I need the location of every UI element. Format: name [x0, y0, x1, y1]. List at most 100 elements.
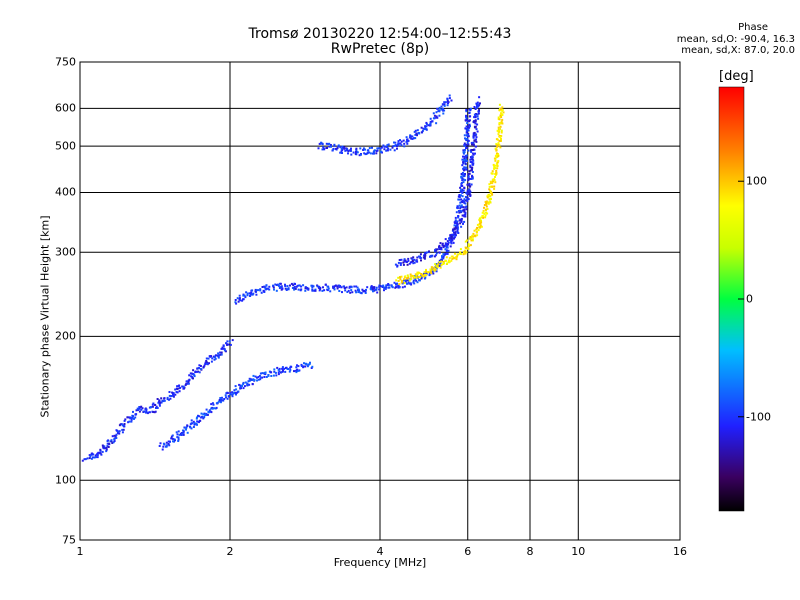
- data-point: [483, 204, 486, 206]
- data-point: [467, 139, 470, 142]
- data-point: [441, 103, 444, 106]
- data-point: [357, 291, 360, 293]
- data-point: [453, 228, 456, 231]
- data-point: [212, 403, 215, 406]
- data-point: [293, 287, 296, 290]
- data-point: [465, 147, 467, 150]
- data-point: [172, 392, 175, 395]
- data-point: [469, 236, 472, 238]
- data-point: [465, 130, 468, 133]
- data-point: [107, 446, 110, 448]
- data-point: [348, 286, 351, 289]
- data-point: [259, 372, 262, 375]
- data-point: [214, 357, 217, 360]
- data-point: [466, 146, 469, 149]
- data-point: [494, 154, 497, 157]
- data-point: [138, 407, 141, 410]
- data-point: [465, 110, 468, 113]
- data-point: [499, 140, 502, 142]
- data-point: [372, 290, 374, 293]
- data-point: [347, 150, 350, 153]
- data-point: [459, 207, 462, 210]
- data-point: [306, 287, 309, 290]
- data-point: [461, 164, 464, 167]
- data-point: [464, 173, 466, 175]
- data-point: [393, 281, 396, 284]
- data-point: [397, 144, 400, 147]
- data-point: [275, 374, 278, 377]
- data-point: [481, 211, 484, 214]
- data-point: [370, 288, 373, 291]
- data-point: [311, 289, 314, 292]
- data-point: [472, 232, 475, 235]
- data-point: [137, 409, 140, 411]
- data-point: [370, 285, 373, 288]
- data-point: [469, 107, 472, 110]
- data-point: [241, 385, 243, 387]
- data-point: [306, 365, 309, 368]
- data-point: [425, 270, 427, 273]
- data-point: [442, 253, 445, 256]
- data-point: [88, 454, 91, 457]
- data-point: [223, 348, 226, 351]
- data-point: [436, 266, 439, 269]
- data-point: [469, 156, 472, 159]
- data-point: [323, 148, 326, 151]
- data-point: [443, 262, 445, 265]
- data-point: [494, 159, 497, 162]
- data-point: [479, 220, 481, 223]
- data-point: [355, 151, 357, 153]
- data-point: [468, 172, 471, 175]
- data-point: [284, 287, 287, 290]
- data-point: [434, 250, 436, 253]
- data-point: [456, 229, 459, 232]
- data-point: [467, 179, 470, 182]
- data-point: [158, 404, 161, 407]
- data-point: [466, 122, 469, 125]
- data-point: [174, 393, 177, 396]
- data-point: [465, 116, 468, 119]
- data-point: [170, 395, 173, 397]
- data-point: [154, 410, 157, 413]
- data-point: [210, 360, 213, 363]
- data-point: [469, 185, 472, 188]
- data-point: [134, 416, 137, 419]
- data-point: [493, 187, 496, 190]
- data-point: [210, 411, 213, 414]
- data-point: [425, 128, 428, 131]
- data-point: [290, 282, 293, 285]
- data-point: [302, 366, 305, 369]
- data-point: [486, 208, 489, 210]
- data-point: [475, 145, 477, 148]
- data-point: [265, 376, 268, 378]
- data-point: [442, 112, 445, 115]
- data-point: [156, 407, 159, 409]
- data-point: [235, 302, 238, 305]
- data-point: [452, 228, 455, 231]
- data-point: [457, 216, 460, 219]
- data-point: [421, 129, 424, 132]
- data-point: [179, 386, 182, 389]
- data-point: [347, 289, 350, 292]
- data-point: [168, 440, 171, 443]
- data-point: [462, 161, 465, 164]
- data-point: [454, 216, 457, 219]
- data-point: [364, 153, 367, 156]
- data-point: [126, 416, 129, 419]
- data-point: [161, 399, 164, 402]
- data-point: [404, 275, 407, 278]
- data-point: [123, 425, 126, 428]
- data-point: [316, 285, 319, 288]
- data-point: [453, 257, 456, 260]
- data-point: [423, 271, 426, 274]
- data-point: [414, 273, 417, 276]
- data-point: [430, 266, 433, 269]
- data-point: [436, 107, 439, 110]
- data-point: [476, 101, 479, 104]
- data-point: [444, 243, 447, 246]
- data-point: [257, 376, 260, 378]
- data-point: [496, 165, 499, 167]
- data-point: [219, 351, 222, 354]
- data-point: [498, 109, 501, 112]
- data-point: [492, 180, 495, 183]
